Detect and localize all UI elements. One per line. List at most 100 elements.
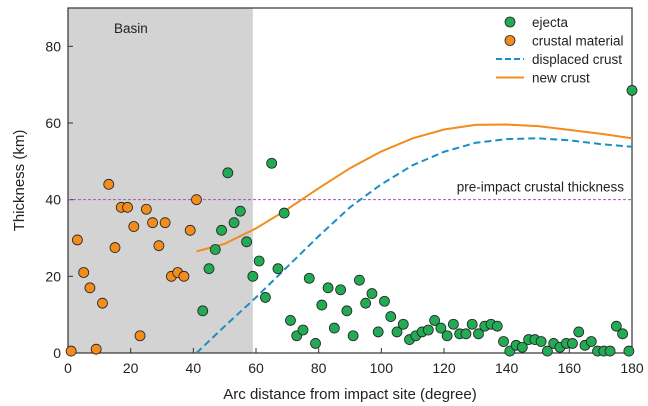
legend-label: new crust — [532, 71, 590, 86]
x-tick-label: 180 — [620, 360, 644, 376]
crustal-material-point — [109, 242, 121, 253]
crustal-material-point — [184, 224, 196, 236]
legend-label: displaced crust — [532, 52, 622, 67]
y-tick-label: 0 — [53, 345, 61, 361]
ejecta-point — [626, 85, 638, 96]
ejecta-point — [328, 322, 340, 334]
ejecta-point — [397, 318, 409, 330]
ejecta-point — [322, 282, 334, 294]
ejecta-point — [341, 305, 353, 317]
ejecta-point — [429, 315, 441, 326]
ejecta-point — [491, 320, 503, 332]
crustal-material-point — [178, 270, 190, 282]
ejecta-point — [435, 322, 447, 334]
ejecta-point — [460, 328, 472, 340]
x-tick-label: 20 — [123, 360, 139, 376]
displaced-crust-line — [195, 137, 633, 354]
ejecta-point — [372, 326, 384, 338]
x-tick-label: 160 — [558, 360, 582, 376]
crustal-material-point — [153, 240, 165, 252]
x-tick-label: 100 — [370, 360, 394, 376]
ejecta-point — [516, 341, 528, 353]
ejecta-point — [335, 284, 347, 296]
ejecta-point — [391, 326, 403, 338]
ejecta-point — [498, 336, 509, 347]
crustal-material-point — [97, 297, 108, 309]
ejecta-point — [222, 167, 234, 179]
ejecta-point — [353, 274, 365, 286]
crustal-material-point — [122, 201, 133, 213]
ejecta-point — [297, 324, 309, 336]
ejecta-point — [623, 345, 635, 357]
ejecta-point — [617, 328, 628, 340]
ejecta-point — [241, 236, 253, 248]
ejecta-point — [259, 292, 271, 303]
legend-marker — [504, 16, 516, 28]
ejecta-point — [247, 270, 259, 282]
ejecta-point — [285, 315, 296, 326]
ejecta-point — [535, 336, 547, 347]
x-tick-label: 140 — [495, 360, 519, 376]
ejecta-point — [197, 305, 209, 317]
ejecta-point — [422, 324, 434, 336]
ejecta-point — [316, 299, 328, 311]
reference-line-label: pre-impact crustal thickness — [457, 180, 625, 195]
scatter-series — [65, 85, 638, 357]
ejecta-point — [253, 255, 265, 267]
y-tick-label: 40 — [45, 192, 61, 208]
legend: ejecta crustal material displaced crust new… — [496, 15, 624, 86]
ejecta-point — [203, 263, 215, 275]
reference-line-group: pre-impact crustal thickness — [68, 180, 632, 201]
crustal-material-point — [90, 343, 102, 355]
ejecta-point — [310, 338, 321, 349]
basin-shading — [68, 8, 253, 353]
ejecta-point — [473, 328, 484, 340]
x-tick-label: 40 — [186, 360, 202, 376]
crustal-material-point — [191, 194, 202, 206]
ejecta-point — [209, 244, 221, 255]
ejecta-point — [585, 336, 597, 347]
basin-region: Basin — [68, 8, 253, 353]
ejecta-point — [234, 205, 246, 217]
crustal-material-point — [65, 345, 77, 357]
y-tick-label: 60 — [45, 115, 61, 131]
crustal-material-point — [72, 234, 83, 246]
legend-label: ejecta — [532, 15, 569, 30]
ejecta-point — [266, 157, 278, 169]
ejecta-point — [542, 345, 553, 357]
y-tick-label: 20 — [45, 268, 61, 284]
ejecta-point — [447, 318, 459, 330]
ejecta-point — [366, 288, 378, 299]
ejecta-point — [216, 224, 227, 236]
x-tick-label: 0 — [64, 360, 72, 376]
crustal-material-point — [103, 178, 115, 190]
ejecta-point — [573, 326, 585, 338]
x-axis-label: Arc distance from impact site (degree) — [223, 386, 476, 403]
ejecta-point — [303, 272, 315, 284]
ejecta-point — [228, 217, 240, 229]
crustal-material-point — [128, 221, 140, 232]
crustal-material-point — [147, 217, 159, 229]
ejecta-point — [379, 295, 390, 307]
ejecta-point — [466, 318, 478, 330]
x-tick-label: 120 — [432, 360, 456, 376]
crustal-material-point — [140, 203, 152, 215]
legend-marker — [504, 35, 516, 46]
ejecta-point — [567, 338, 578, 349]
ejecta-point — [278, 207, 290, 219]
ejecta-point — [347, 330, 359, 342]
crustal-material-point — [84, 282, 96, 294]
curve-series — [195, 123, 633, 354]
legend-label: crustal material — [532, 34, 624, 49]
y-axis-label: Thickness (km) — [11, 130, 28, 232]
ejecta-point — [610, 320, 622, 332]
crustal-material-point — [78, 267, 90, 278]
y-tick-label: 80 — [45, 38, 61, 54]
ejecta-point — [441, 330, 453, 342]
new-crust-line — [196, 123, 633, 253]
x-tick-label: 60 — [248, 360, 264, 376]
x-tick-label: 80 — [311, 360, 327, 376]
ejecta-point — [385, 311, 397, 322]
crustal-material-point — [159, 217, 171, 229]
